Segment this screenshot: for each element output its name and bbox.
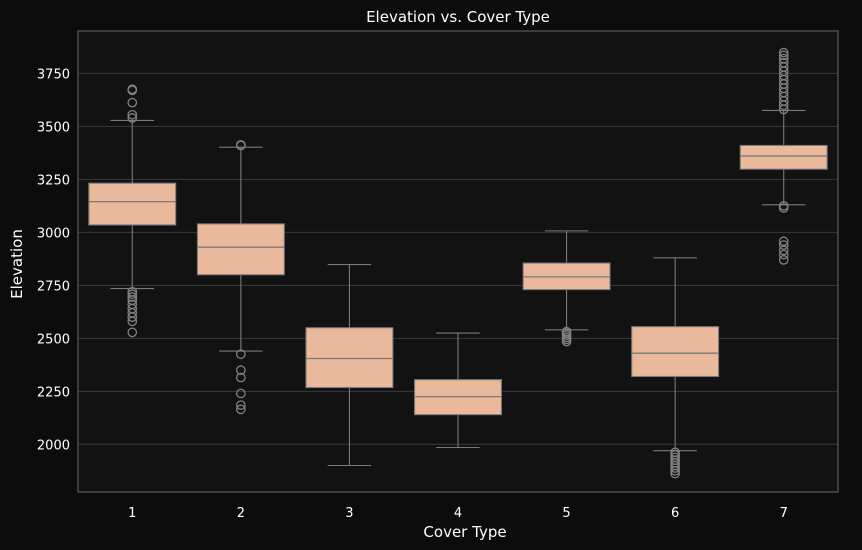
- outlier-point: [778, 255, 789, 265]
- box-group-5: [522, 230, 611, 347]
- box-iqr: [739, 144, 828, 170]
- outlier-point: [236, 349, 246, 360]
- outlier-point: [778, 201, 789, 211]
- chart-title: Elevation vs. Cover Type: [366, 8, 550, 26]
- box-group-7: [739, 47, 828, 265]
- outlier-point: [561, 326, 572, 337]
- y-tick-label: 2250: [37, 385, 70, 400]
- tick-labels: 2000 2250 2500 2750 3000 3250 3500 3750 1 2 3 4 5 6 7: [37, 67, 788, 521]
- boxes-layer: [88, 47, 828, 479]
- outlier-point: [127, 286, 138, 297]
- outlier-point: [670, 450, 680, 460]
- outlier-point: [236, 404, 246, 415]
- outlier-point: [127, 113, 138, 123]
- y-tick-label: 3750: [37, 67, 70, 82]
- box-iqr: [88, 182, 177, 226]
- outlier-point: [778, 245, 789, 256]
- x-tick-label: 5: [562, 506, 570, 521]
- outlier-point: [236, 365, 246, 375]
- x-tick-label: 3: [345, 506, 353, 521]
- outlier-point: [127, 109, 138, 120]
- y-axis-label: Elevation: [8, 229, 26, 299]
- outlier-point: [236, 388, 246, 399]
- box-group-2: [196, 139, 285, 415]
- y-tick-label: 3250: [37, 173, 70, 188]
- x-tick-label: 7: [780, 506, 788, 521]
- outlier-point: [236, 139, 246, 150]
- outlier-point: [778, 236, 789, 247]
- box-iqr: [305, 327, 394, 389]
- box-group-1: [88, 84, 177, 338]
- outlier-point: [127, 97, 138, 108]
- outlier-point: [127, 289, 138, 300]
- outlier-point: [778, 53, 789, 64]
- y-tick-label: 2000: [37, 438, 70, 453]
- outlier-point: [778, 50, 789, 61]
- x-axis-label: Cover Type: [423, 523, 506, 541]
- outlier-point: [127, 299, 138, 310]
- plot-frame: [77, 30, 839, 493]
- outlier-point: [670, 447, 680, 458]
- x-tick-label: 6: [671, 506, 679, 521]
- outlier-point: [778, 249, 789, 260]
- y-tick-label: 3500: [37, 120, 70, 135]
- outlier-point: [670, 452, 680, 463]
- x-tick-label: 4: [454, 506, 462, 521]
- y-tick-label: 2750: [37, 279, 70, 294]
- box-group-4: [414, 332, 502, 449]
- outlier-point: [778, 240, 789, 250]
- outlier-point: [127, 292, 138, 302]
- y-tick-label: 2500: [37, 332, 70, 347]
- outlier-point: [778, 47, 789, 58]
- outlier-point: [236, 372, 246, 383]
- outlier-point: [236, 400, 246, 410]
- outlier-point: [778, 57, 789, 68]
- outlier-point: [127, 327, 138, 338]
- box-iqr: [631, 326, 720, 378]
- box-group-6: [631, 257, 720, 479]
- x-tick-label: 1: [128, 506, 136, 521]
- outlier-point: [127, 84, 138, 95]
- x-tick-label: 2: [237, 506, 245, 521]
- box-group-3: [305, 264, 394, 467]
- box-iqr: [196, 223, 285, 276]
- y-tick-label: 3000: [37, 226, 70, 241]
